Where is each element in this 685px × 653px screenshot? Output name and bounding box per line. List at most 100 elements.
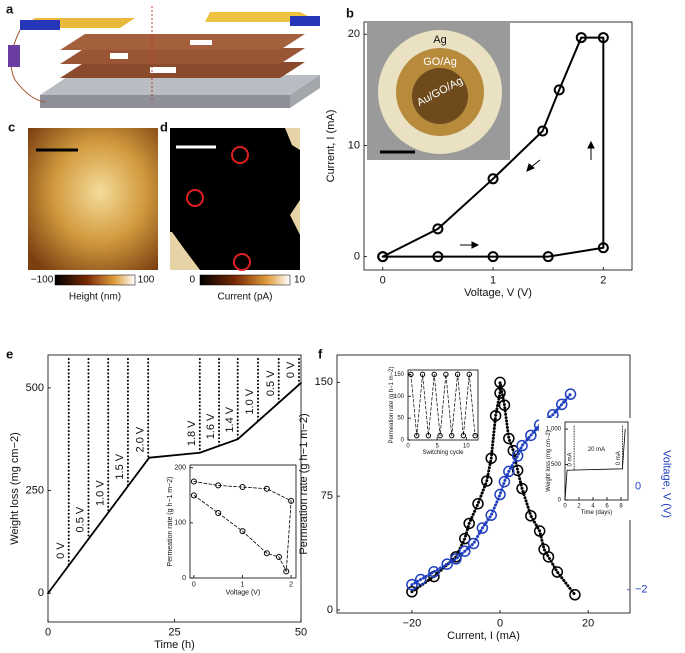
colorbar-label: Current (pA) <box>217 292 272 303</box>
annotation-label: 1.0 V <box>244 388 256 414</box>
data-point <box>419 371 426 378</box>
annotation-label: 1.6 V <box>205 413 217 439</box>
y2-tick-label: 0 <box>635 481 641 493</box>
data-point <box>553 84 565 96</box>
annotation-label: 1.8 V <box>186 420 198 446</box>
data-point <box>525 429 537 442</box>
y-axis-label: Permeation rate (g h−1 m−2) <box>167 477 174 567</box>
data-point <box>215 509 222 516</box>
x-tick-label: 8 <box>619 503 623 509</box>
data-point <box>494 376 506 389</box>
data-point <box>597 242 609 254</box>
data-point <box>443 371 449 378</box>
y-tick-label: 75 <box>321 490 333 502</box>
data-point <box>487 173 499 185</box>
data-point <box>542 251 554 263</box>
y-tick-label: 0 <box>327 604 333 616</box>
annotation-label: 0 V <box>55 542 67 559</box>
y-axis-label: Weight loss (mg cm−2) <box>9 432 21 545</box>
plot-frame <box>564 421 629 501</box>
data-point <box>503 465 515 478</box>
y-tick-label: 0 <box>182 575 186 582</box>
hotspot <box>231 146 249 164</box>
gap <box>110 53 128 59</box>
panel-label: a <box>6 1 14 16</box>
y-axis-label: Current, I (mA) <box>325 110 337 183</box>
panel-label: d <box>160 119 168 134</box>
series-line <box>410 380 577 597</box>
data-point <box>516 439 528 452</box>
x-tick-label: 0 <box>45 626 51 638</box>
x-axis-label: Current, I (mA) <box>447 630 520 642</box>
y-tick-label: 20 <box>348 28 360 40</box>
data-point <box>275 554 282 561</box>
data-point <box>288 497 295 504</box>
panel-label: f <box>318 346 323 361</box>
annotation-label: 0 mA <box>616 451 622 465</box>
y-tick-label: 0 <box>38 587 44 599</box>
data-point <box>431 371 437 378</box>
data-point <box>428 566 440 578</box>
x-tick-label: −20 <box>403 617 422 629</box>
data-point <box>432 223 444 235</box>
data-point <box>190 492 197 499</box>
photo-label: Ag <box>433 34 446 46</box>
colorbar-tick: 0 <box>189 275 195 286</box>
data-point <box>551 566 564 578</box>
data-point <box>459 532 471 545</box>
y-tick-label: 250 <box>26 484 44 496</box>
x-axis-label: Voltage (V) <box>226 590 261 597</box>
y-tick-label: 50 <box>397 416 404 422</box>
layer <box>60 62 305 78</box>
series-line <box>410 374 476 436</box>
y-tick-label: 100 <box>174 520 186 527</box>
y-axis-label: Permeation rate (g h−1 m−2) <box>298 413 310 554</box>
device-illustration <box>8 5 320 108</box>
series-line <box>381 36 605 258</box>
data-point <box>467 537 480 550</box>
data-point <box>460 432 467 439</box>
annotation-label: 1.5 V <box>114 453 126 479</box>
data-point <box>454 371 461 378</box>
data-point <box>263 550 270 557</box>
x-tick-label: 5 <box>435 443 439 449</box>
annotation-label: 1.0 V <box>94 480 106 506</box>
data-point <box>283 568 290 575</box>
y-axis-label: Weight loss (mg cm−2) <box>546 430 552 491</box>
data-point <box>239 484 246 491</box>
y2-axis-label: Voltage, V (V) <box>660 450 672 518</box>
panel-label: b <box>346 5 354 20</box>
x-tick-label: 0 <box>497 617 503 629</box>
y-axis-label: Permeation rate (g h−1 m−2) <box>389 366 395 443</box>
plot-frame <box>363 21 633 271</box>
electrode-blue <box>20 20 60 30</box>
gap <box>150 67 176 73</box>
hotspot <box>186 189 204 207</box>
plot-frame <box>189 464 297 579</box>
series-line <box>564 428 626 501</box>
arrow-head <box>587 140 595 149</box>
data-point <box>498 475 511 488</box>
data-point <box>485 509 497 521</box>
data-point <box>575 32 587 44</box>
x-tick-label: 0 <box>380 274 386 286</box>
y-tick-label: 200 <box>174 465 186 472</box>
hotspot <box>233 253 251 271</box>
data-point <box>190 478 197 485</box>
substrate-side <box>40 95 290 108</box>
substrate <box>40 75 320 95</box>
y-tick-label: 500 <box>551 462 562 468</box>
data-point <box>525 510 537 522</box>
x-tick-label: 0 <box>563 503 567 509</box>
colorbar-tick: 10 <box>294 275 306 286</box>
y-tick-label: 0 <box>558 498 562 504</box>
data-point <box>466 371 472 378</box>
y-tick-label: 100 <box>394 394 405 400</box>
inset-background <box>164 461 300 598</box>
x-tick-label: 20 <box>582 617 594 629</box>
x-tick-label: 1 <box>490 274 496 286</box>
layer <box>60 34 305 50</box>
x-tick-label: 0 <box>406 443 410 449</box>
